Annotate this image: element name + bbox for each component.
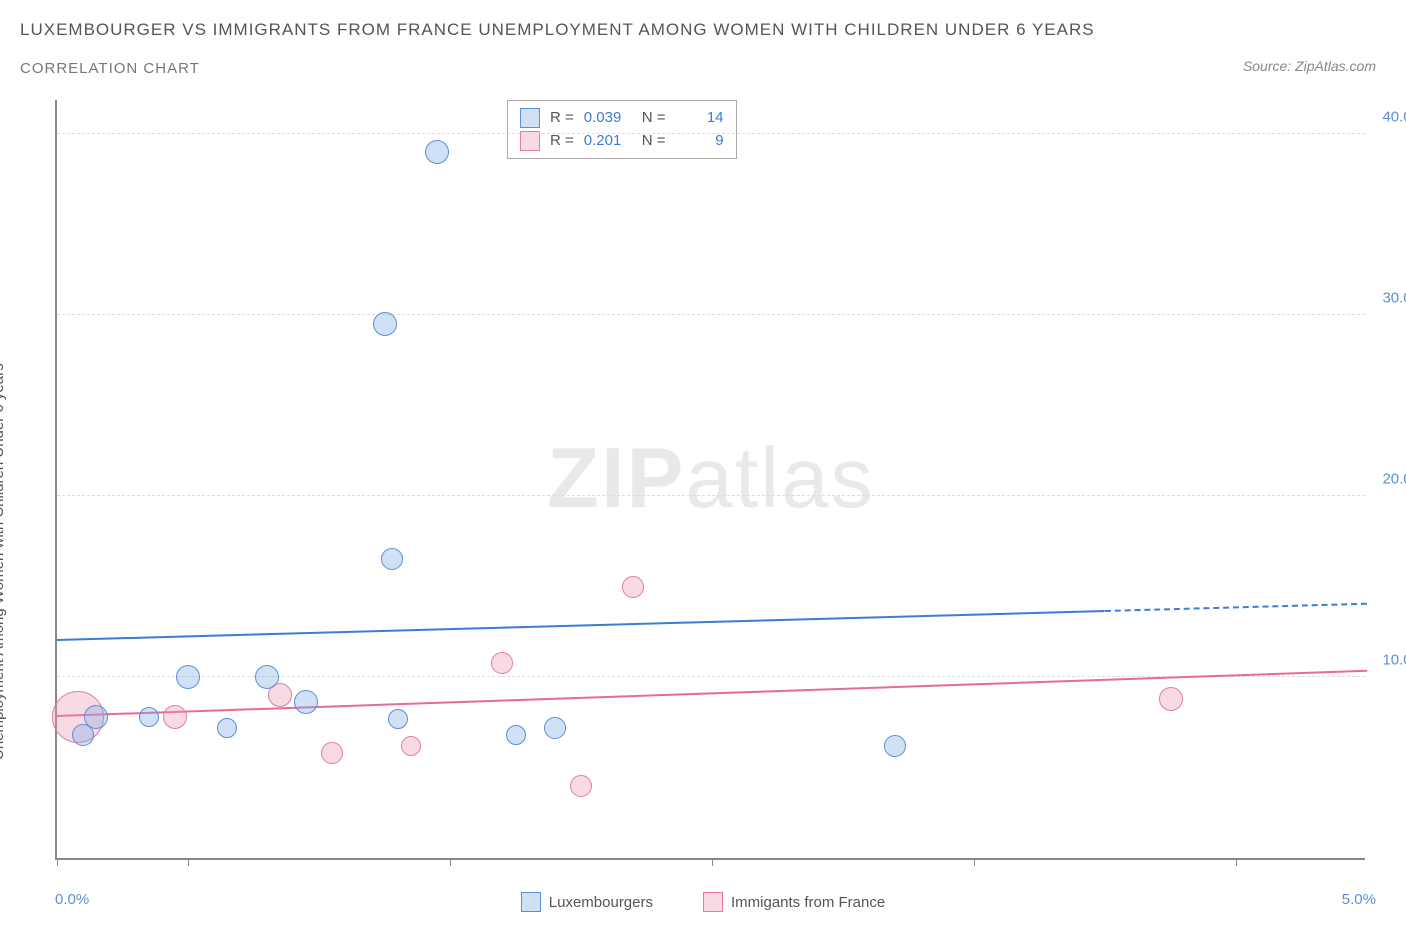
watermark: ZIPatlas (547, 430, 875, 528)
chart-subtitle: CORRELATION CHART (20, 60, 200, 77)
scatter-point (544, 717, 566, 739)
scatter-point (425, 140, 449, 164)
chart-plot-area: ZIPatlas R = 0.039 N = 14 R = 0.201 N = … (55, 100, 1365, 860)
x-tick-label-max: 5.0% (1342, 891, 1376, 908)
y-tick-label: 40.0% (1382, 109, 1406, 126)
gridline (57, 314, 1365, 315)
r-label: R = (550, 107, 574, 130)
trend-line-dashed (1105, 603, 1367, 612)
scatter-point (163, 705, 187, 729)
scatter-point (217, 718, 237, 738)
swatch-blue (521, 892, 541, 912)
legend-item-blue: Luxembourgers (521, 892, 653, 912)
scatter-point (176, 665, 200, 689)
x-tick (712, 858, 713, 866)
legend-label-pink: Immigants from France (731, 894, 885, 911)
scatter-point (506, 725, 526, 745)
source-text: Source: ZipAtlas.com (1243, 58, 1376, 74)
scatter-point (388, 709, 408, 729)
y-tick-label: 20.0% (1382, 471, 1406, 488)
scatter-point (321, 742, 343, 764)
scatter-point (84, 705, 108, 729)
watermark-light: atlas (685, 431, 875, 526)
scatter-point (255, 665, 279, 689)
n-label: N = (642, 107, 666, 130)
legend-item-pink: Immigants from France (703, 892, 885, 912)
x-tick (57, 858, 58, 866)
scatter-point (373, 312, 397, 336)
scatter-point (884, 735, 906, 757)
gridline (57, 495, 1365, 496)
n-value-blue: 14 (676, 107, 724, 130)
scatter-point (401, 736, 421, 756)
gridline (57, 133, 1365, 134)
scatter-point (294, 690, 318, 714)
y-tick-label: 10.0% (1382, 652, 1406, 669)
x-tick (450, 858, 451, 866)
scatter-point (1159, 687, 1183, 711)
x-tick-label-min: 0.0% (55, 891, 89, 908)
chart-title: LUXEMBOURGER VS IMMIGRANTS FROM FRANCE U… (20, 20, 1095, 40)
scatter-point (381, 548, 403, 570)
scatter-point (139, 707, 159, 727)
scatter-point (622, 576, 644, 598)
scatter-point (570, 775, 592, 797)
legend-label-blue: Luxembourgers (549, 894, 653, 911)
x-tick (1236, 858, 1237, 866)
bottom-legend: Luxembourgers Immigants from France (0, 892, 1406, 912)
scatter-point (491, 652, 513, 674)
watermark-bold: ZIP (547, 431, 685, 526)
swatch-pink (703, 892, 723, 912)
y-tick-label: 30.0% (1382, 290, 1406, 307)
y-axis-label: Unemployment Among Women with Children U… (0, 363, 7, 760)
x-tick (188, 858, 189, 866)
swatch-blue (520, 108, 540, 128)
r-value-blue: 0.039 (584, 107, 632, 130)
x-tick (974, 858, 975, 866)
correlation-stats-box: R = 0.039 N = 14 R = 0.201 N = 9 (507, 100, 737, 159)
trend-line (57, 610, 1105, 641)
stats-row-blue: R = 0.039 N = 14 (520, 107, 724, 130)
